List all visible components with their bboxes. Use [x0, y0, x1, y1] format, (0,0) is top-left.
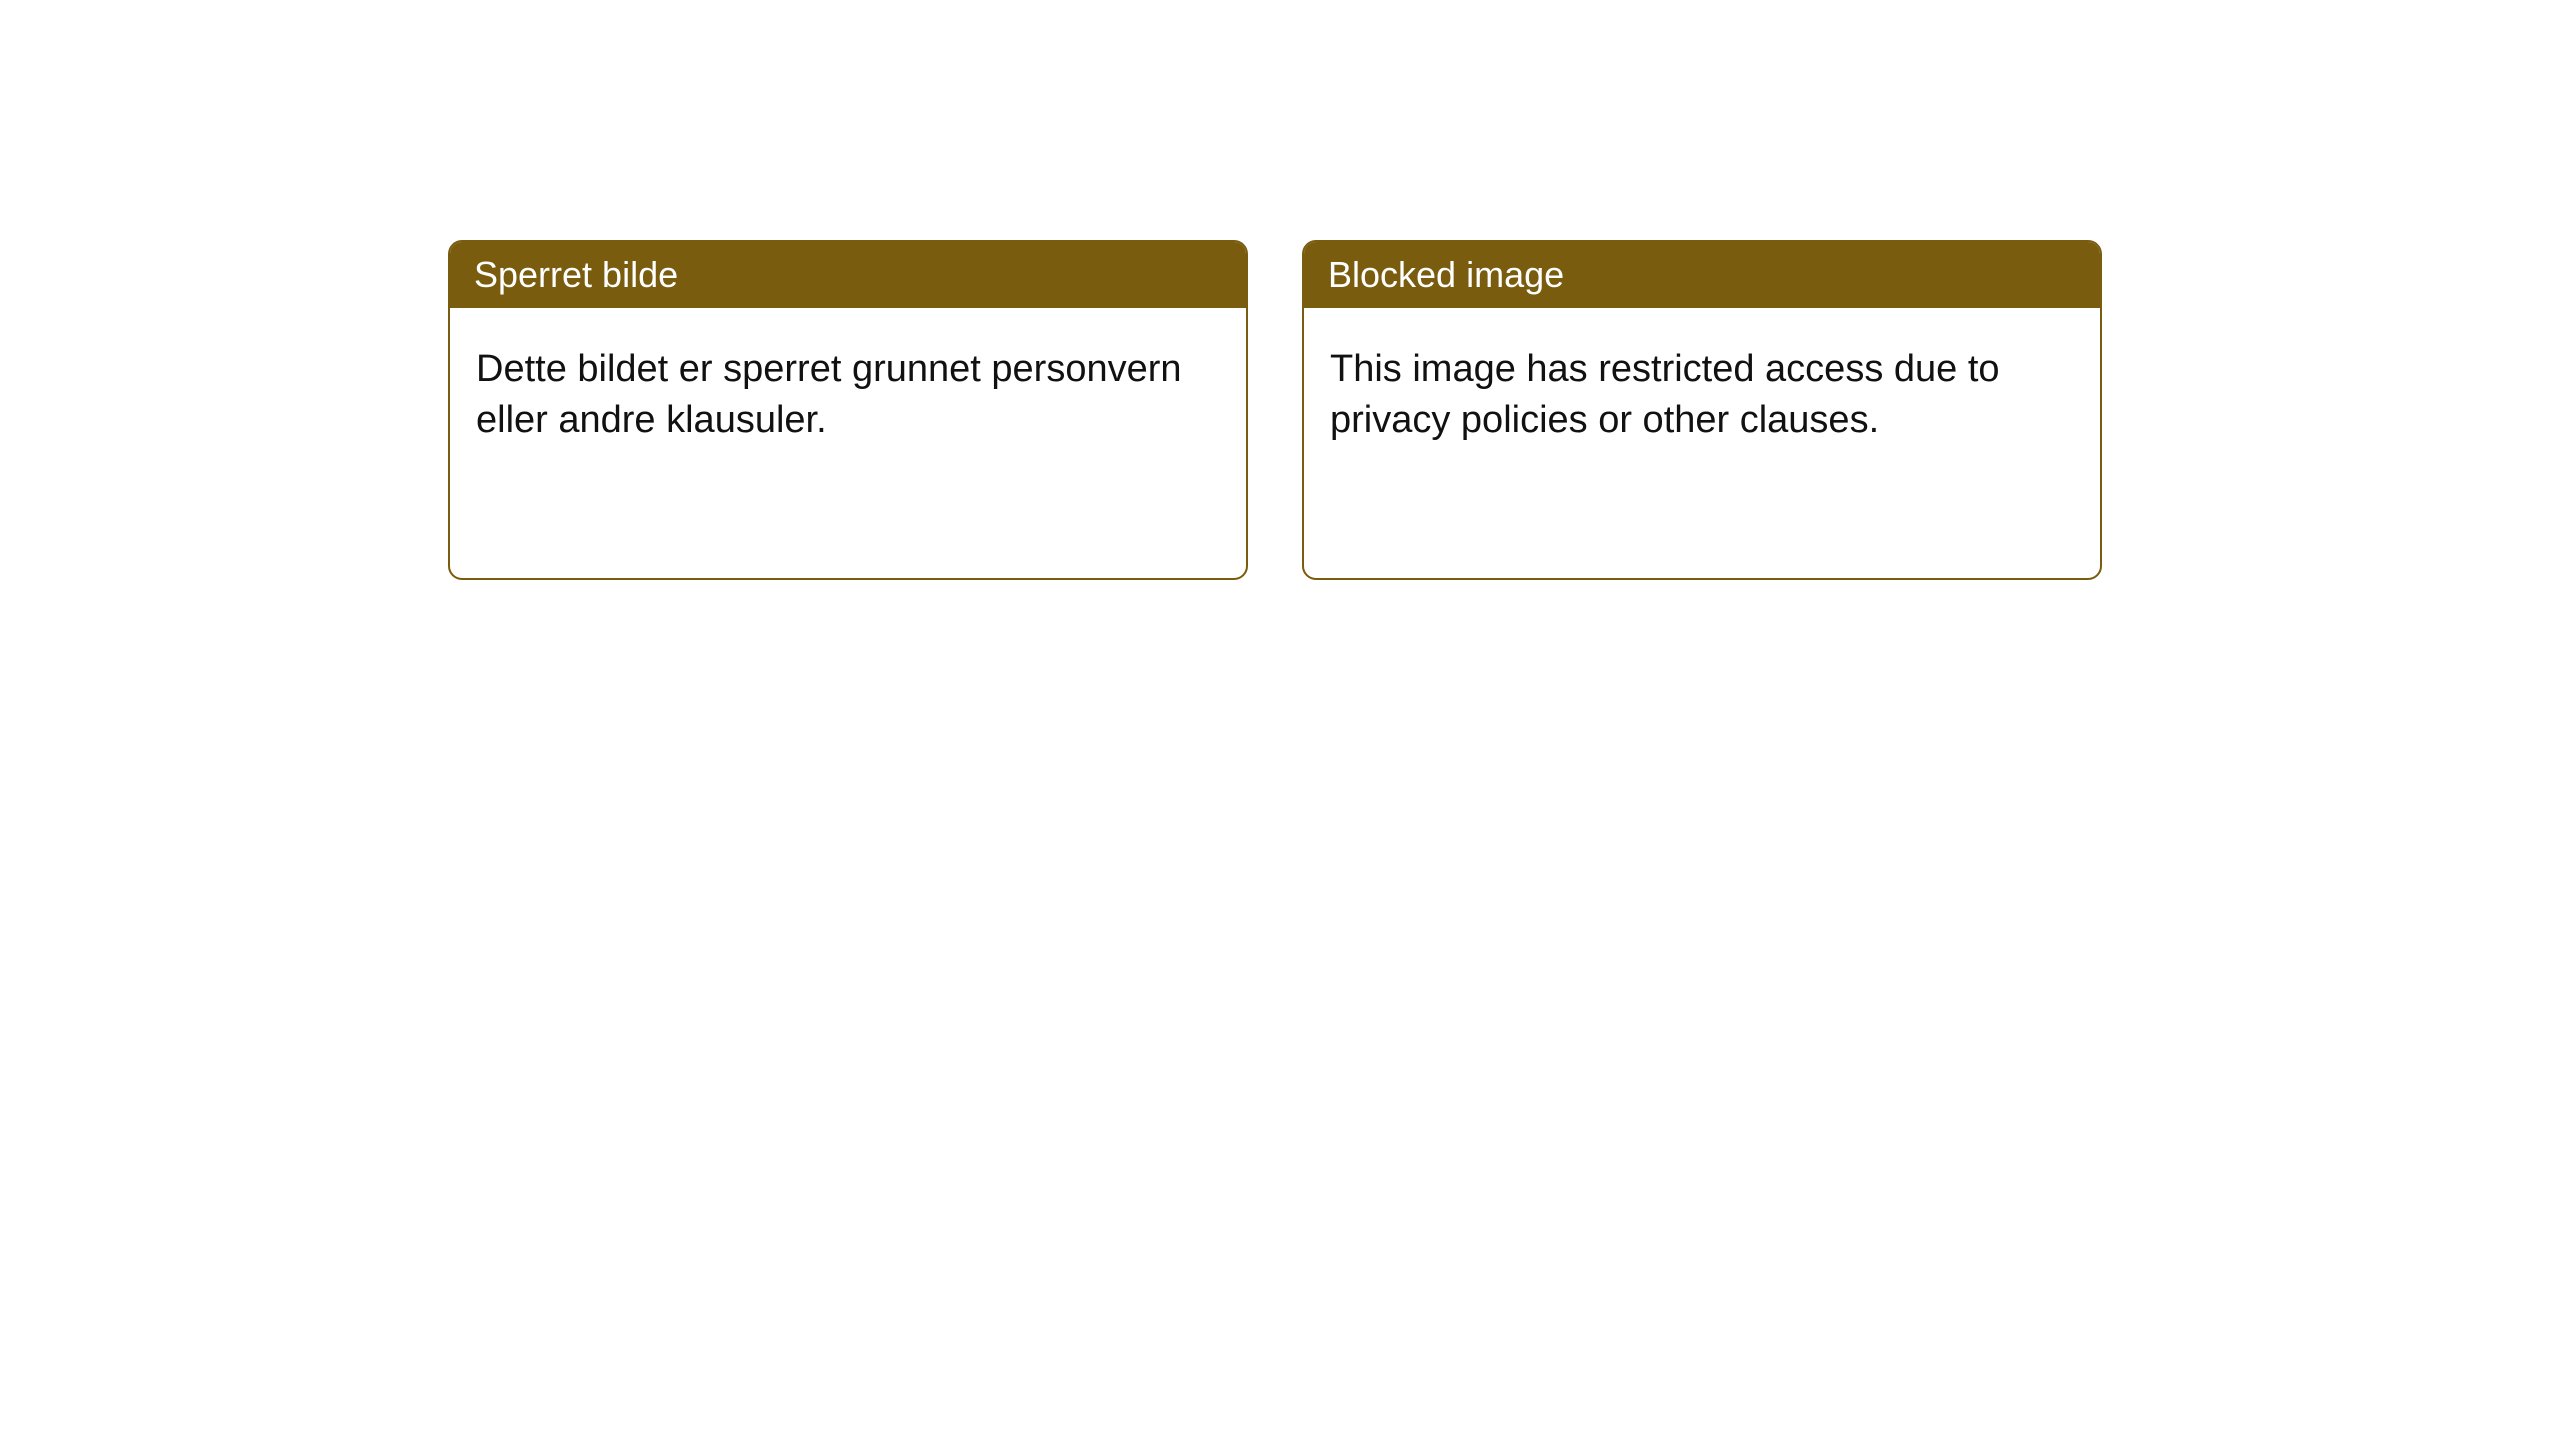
- blocked-image-card-no: Sperret bilde Dette bildet er sperret gr…: [448, 240, 1248, 580]
- card-body: This image has restricted access due to …: [1304, 308, 2100, 578]
- card-body-text: Dette bildet er sperret grunnet personve…: [476, 344, 1220, 447]
- card-body: Dette bildet er sperret grunnet personve…: [450, 308, 1246, 578]
- card-header: Sperret bilde: [450, 242, 1246, 308]
- card-body-text: This image has restricted access due to …: [1330, 344, 2074, 447]
- card-header: Blocked image: [1304, 242, 2100, 308]
- blocked-image-card-en: Blocked image This image has restricted …: [1302, 240, 2102, 580]
- notice-container: Sperret bilde Dette bildet er sperret gr…: [0, 0, 2560, 580]
